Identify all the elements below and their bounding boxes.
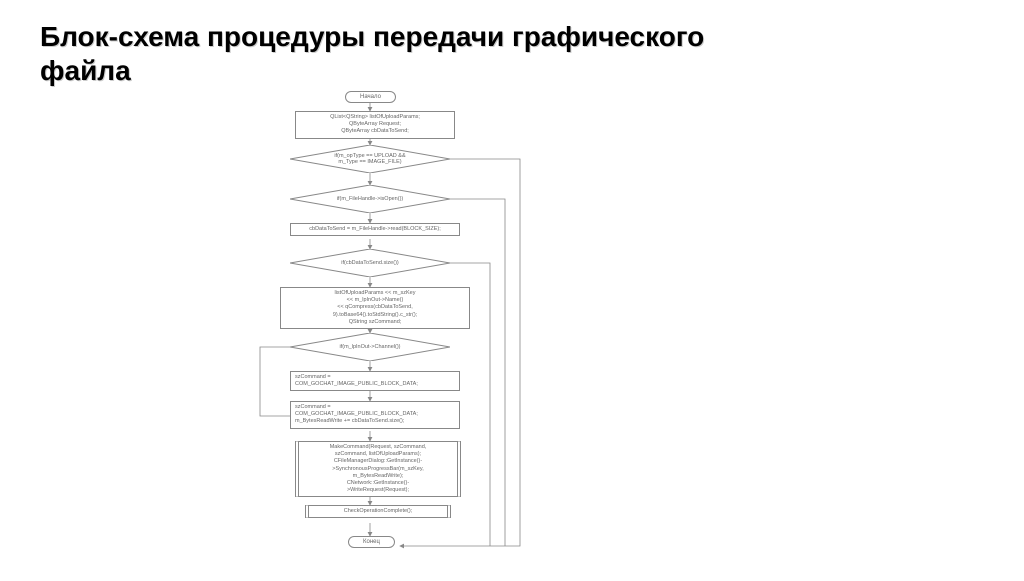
node-make: MakeCommand(Request, szCommand,szCommand… [295, 441, 461, 497]
node-read-label: cbDataToSend = m_FileHandle->read(BLOCK_… [309, 226, 440, 232]
title-line2: файла [40, 55, 131, 86]
node-cmd1-label: szCommand =COM_GOCHAT_IMAGE_PUBLIC_BLOCK… [295, 374, 418, 387]
node-cond2: if(m_FileHandle->isOpen()) [290, 185, 450, 213]
node-cond1: if(m_opType == UPLOAD &&m_Type == IMAGE_… [290, 145, 450, 173]
node-cond3-label: if(cbDataToSend.size()) [341, 260, 398, 266]
node-cond2-label: if(m_FileHandle->isOpen()) [337, 196, 403, 202]
node-init: QList<QString> listOfUploadParams;QByteA… [295, 111, 455, 138]
node-read: cbDataToSend = m_FileHandle->read(BLOCK_… [290, 223, 460, 236]
node-end: Конец [348, 536, 395, 548]
node-cond3: if(cbDataToSend.size()) [290, 249, 450, 277]
node-init-label: QList<QString> listOfUploadParams;QByteA… [330, 114, 420, 134]
node-cond4-label: if(m_lpInOut->Channel()) [340, 344, 401, 350]
node-cmd2-label: szCommand =COM_GOCHAT_IMAGE_PUBLIC_BLOCK… [295, 404, 418, 424]
node-check: CheckOperationComplete(); [305, 505, 451, 518]
flowchart-diagram: Начало QList<QString> listOfUploadParams… [200, 91, 700, 581]
title-line1: Блок-схема процедуры передачи графическо… [40, 21, 704, 52]
node-cmd2: szCommand =COM_GOCHAT_IMAGE_PUBLIC_BLOCK… [290, 401, 460, 428]
node-cmd1: szCommand =COM_GOCHAT_IMAGE_PUBLIC_BLOCK… [290, 371, 460, 391]
node-check-label: CheckOperationComplete(); [344, 508, 412, 514]
node-cond1-label: if(m_opType == UPLOAD &&m_Type == IMAGE_… [334, 153, 405, 165]
node-end-label: Конец [363, 539, 380, 545]
node-make-label: MakeCommand(Request, szCommand,szCommand… [330, 444, 427, 493]
node-start-label: Начало [360, 94, 381, 100]
node-params-label: listOfUploadParams << m_szKey<< m_lpInOu… [333, 290, 417, 325]
node-start: Начало [345, 91, 396, 103]
page-title: Блок-схема процедуры передачи графическо… [40, 20, 984, 87]
node-cond4: if(m_lpInOut->Channel()) [290, 333, 450, 361]
node-params: listOfUploadParams << m_szKey<< m_lpInOu… [280, 287, 470, 329]
